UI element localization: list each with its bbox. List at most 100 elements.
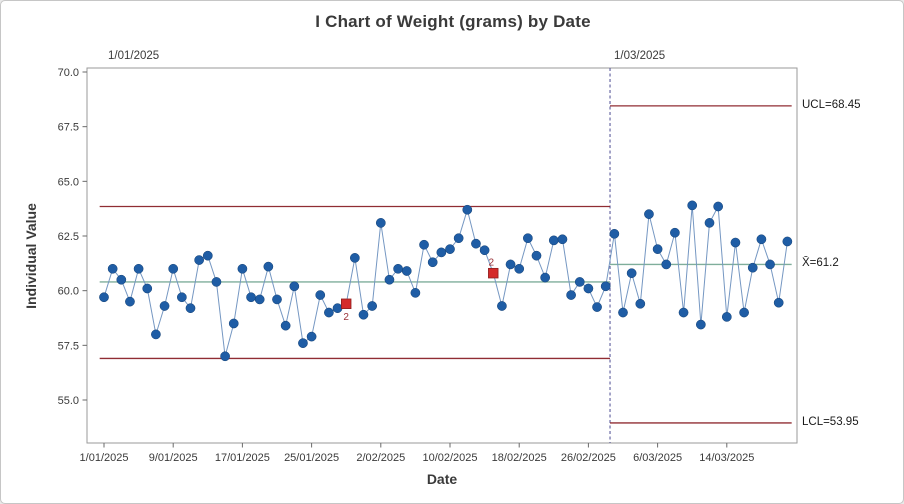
x-tick-label: 18/02/2025 [492,452,547,464]
data-point[interactable] [159,301,170,311]
data-point[interactable] [747,262,758,273]
data-point[interactable] [773,297,784,308]
data-point[interactable] [168,263,179,274]
y-tick-label: 55.0 [58,395,79,407]
data-point[interactable] [194,255,204,265]
data-point[interactable] [445,244,455,254]
data-point[interactable] [237,263,248,274]
data-point[interactable] [600,281,611,292]
data-point[interactable] [462,204,473,215]
data-point[interactable] [220,351,230,362]
data-point[interactable] [609,228,620,239]
data-point[interactable] [471,238,481,249]
data-point[interactable] [306,331,317,342]
data-point[interactable] [644,209,654,219]
data-point[interactable] [263,261,274,272]
data-point[interactable] [635,298,646,309]
data-point[interactable] [393,263,403,274]
data-point[interactable] [332,303,343,314]
data-point[interactable] [133,263,144,274]
data-point[interactable] [384,274,395,285]
data-point[interactable] [107,263,118,274]
data-point[interactable] [315,290,326,300]
data-point[interactable] [289,281,300,292]
data-point[interactable] [557,234,568,245]
data-point[interactable] [280,320,291,331]
data-point[interactable] [211,277,222,287]
data-point[interactable] [246,292,256,303]
data-point[interactable] [142,283,153,294]
data-point[interactable] [419,239,429,250]
data-point[interactable] [177,292,187,303]
data-point[interactable] [592,302,602,312]
data-point[interactable] [713,201,724,212]
test-flag-label: 2 [488,258,494,269]
data-point[interactable] [436,247,447,258]
data-point[interactable] [125,296,135,307]
data-point[interactable] [228,318,239,329]
data-point[interactable] [626,268,637,279]
data-point[interactable] [358,309,369,320]
data-point[interactable] [523,233,533,244]
data-point[interactable] [505,259,516,270]
data-point[interactable] [704,218,715,228]
data-point[interactable] [765,259,775,270]
data-point[interactable] [531,250,542,261]
y-tick-label: 67.5 [58,122,79,134]
chart-title: I Chart of Weight (grams) by Date [315,12,591,31]
data-point[interactable] [696,319,706,330]
y-tick-label: 60.0 [58,286,79,298]
data-point[interactable] [453,233,464,244]
data-point[interactable] [514,263,525,274]
x-tick-label: 1/01/2025 [80,452,129,464]
data-point[interactable] [375,218,386,228]
x-tick-label: 26/02/2025 [561,452,616,464]
x-tick-label: 9/01/2025 [149,452,198,464]
data-point[interactable] [687,200,698,211]
x-axis-title: Date [426,471,458,487]
data-point[interactable] [185,303,196,314]
data-point[interactable] [566,290,576,300]
data-point[interactable] [116,274,127,285]
x-tick-label: 10/02/2025 [422,452,477,464]
data-point[interactable] [479,245,490,256]
data-point[interactable] [730,237,741,248]
center-line-label: X̄=61.2 [802,257,839,269]
data-point[interactable] [670,227,680,238]
data-point[interactable] [367,301,377,311]
stage1-label: 1/01/2025 [108,50,160,62]
x-tick-label: 17/01/2025 [215,452,270,464]
data-point[interactable] [721,312,732,322]
data-point[interactable] [401,266,412,276]
y-tick-label: 62.5 [58,231,79,243]
data-point[interactable] [151,329,161,340]
data-point[interactable] [410,288,421,298]
data-point[interactable] [202,250,213,261]
data-point[interactable] [427,257,438,268]
data-point[interactable] [497,301,507,311]
data-point[interactable] [548,235,559,246]
data-point[interactable] [574,277,585,287]
flagged-point[interactable] [340,298,352,309]
x-tick-label: 14/03/2025 [699,452,754,464]
data-point[interactable] [324,307,334,318]
y-tick-label: 70.0 [58,67,79,79]
data-point[interactable] [583,283,594,294]
x-tick-label: 6/03/2025 [633,452,682,464]
data-point[interactable] [652,244,663,254]
data-point[interactable] [254,294,265,305]
data-point[interactable] [661,259,672,270]
flagged-point[interactable] [488,267,499,279]
data-point[interactable] [99,292,109,303]
data-point[interactable] [756,234,767,245]
data-point[interactable] [678,307,689,318]
data-point[interactable] [298,338,308,348]
data-point[interactable] [739,307,749,318]
data-point[interactable] [350,253,360,263]
data-point[interactable] [782,236,793,247]
data-point[interactable] [540,272,551,283]
data-point[interactable] [272,294,282,305]
data-point[interactable] [618,307,628,318]
